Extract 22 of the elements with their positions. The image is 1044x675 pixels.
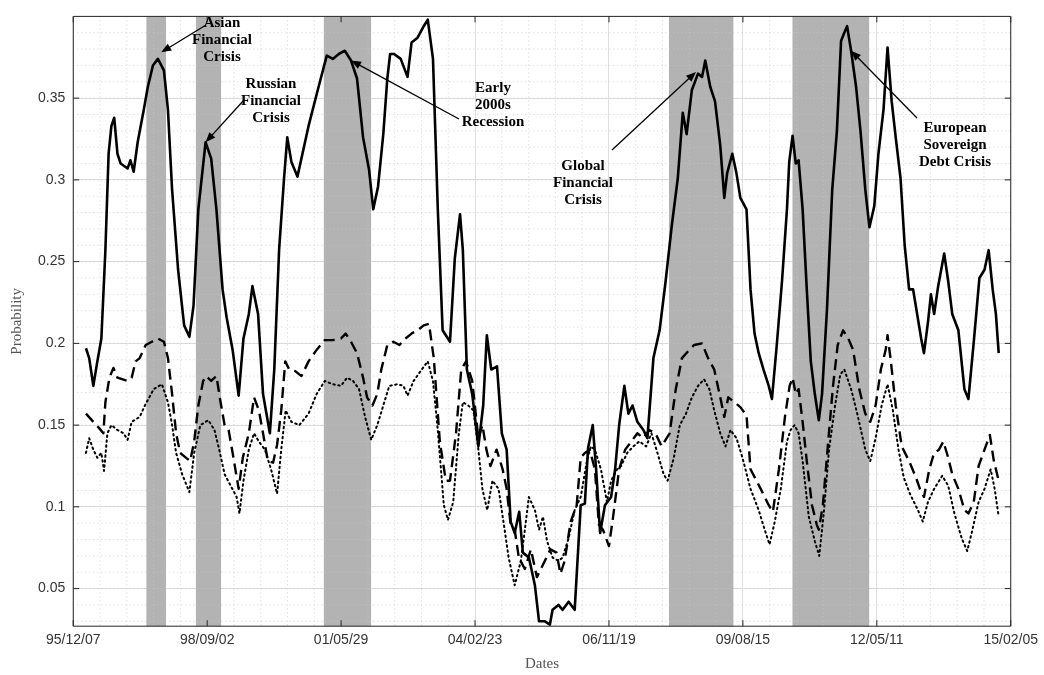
y-tick-label: 0.05: [38, 579, 66, 596]
y-tick-label: 0.35: [38, 89, 66, 105]
y-tick-label: 0.1: [45, 497, 66, 514]
y-tick-label: 0.2: [45, 334, 66, 351]
annotation: Early 2000s Recession: [461, 78, 525, 129]
x-tick-label: 06/11/19: [582, 631, 636, 648]
x-tick-label: 01/05/29: [313, 631, 369, 648]
annotation: Global Financial Crisis: [552, 156, 614, 207]
x-tick-label: 95/12/07: [46, 631, 101, 648]
x-tick-label: 98/09/02: [179, 631, 235, 648]
x-tick-label: 04/02/23: [447, 631, 503, 648]
x-tick-label: 12/05/11: [850, 631, 904, 648]
y-tick-label: 0.3: [45, 170, 66, 187]
y-tick-label: 0.15: [38, 415, 66, 432]
y-tick-label: 0.25: [38, 252, 66, 269]
x-tick-label: 09/08/15: [715, 631, 771, 648]
x-tick-label: 15/02/05: [983, 631, 1039, 648]
x-axis-title: Dates: [524, 654, 560, 671]
annotation: European Sovereign Debt Crisis: [918, 118, 992, 169]
annotation: Asian Financial Crisis: [191, 13, 253, 64]
y-axis-title: Probability: [7, 287, 24, 355]
annotation: Russian Financial Crisis: [240, 74, 302, 125]
